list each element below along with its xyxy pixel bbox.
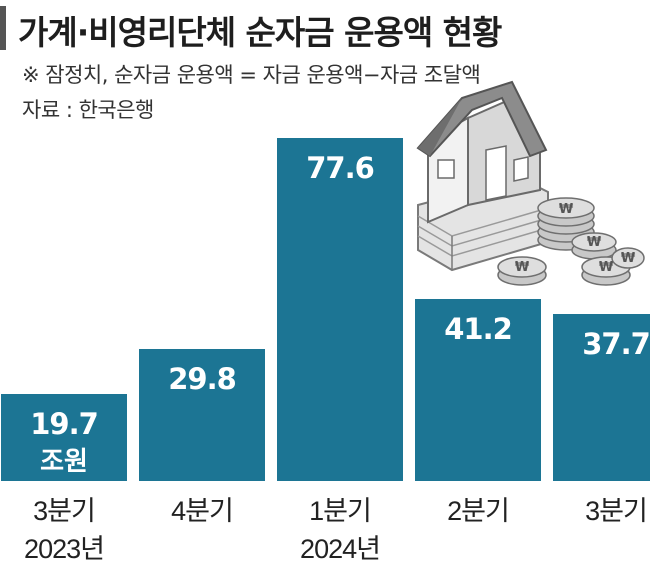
category-label-3: 1분기 (309, 496, 371, 526)
bar-value-label-1: 19.7 (30, 407, 98, 441)
svg-text:₩: ₩ (621, 251, 636, 266)
bar-4 (415, 299, 541, 481)
category-label-2: 4분기 (171, 496, 233, 526)
svg-text:₩: ₩ (587, 235, 602, 250)
unit-label: 조원 (40, 447, 88, 477)
bar-2 (139, 349, 265, 481)
title-accent-bar (0, 6, 6, 50)
svg-text:₩: ₩ (599, 260, 614, 275)
house-money-illustration-icon: ₩ ₩ ₩ ₩ ₩ (416, 80, 645, 286)
bar-3 (277, 138, 403, 481)
category-label-5: 3분기 (585, 496, 647, 526)
chart-title: 가계·비영리단체 순자금 운용액 현황 (18, 13, 502, 52)
year-label-1: 2023년 (24, 534, 104, 564)
bar-5 (553, 314, 650, 481)
chart-note: ※ 잠정치, 순자금 운용액 = 자금 운용액−자금 조달액 (22, 63, 481, 87)
category-label-1: 3분기 (33, 496, 95, 526)
category-label-4: 2분기 (447, 496, 509, 526)
bar-value-label-2: 29.8 (168, 362, 236, 396)
svg-text:₩: ₩ (515, 260, 530, 275)
bar-value-label-3: 77.6 (306, 151, 374, 185)
year-label-3: 2024년 (300, 534, 380, 564)
bar-value-label-4: 41.2 (444, 312, 512, 346)
svg-text:₩: ₩ (559, 202, 574, 217)
chart-source: 자료 : 한국은행 (22, 98, 154, 122)
bar-1 (1, 394, 127, 481)
bar-value-label-5: 37.7 (582, 327, 650, 361)
